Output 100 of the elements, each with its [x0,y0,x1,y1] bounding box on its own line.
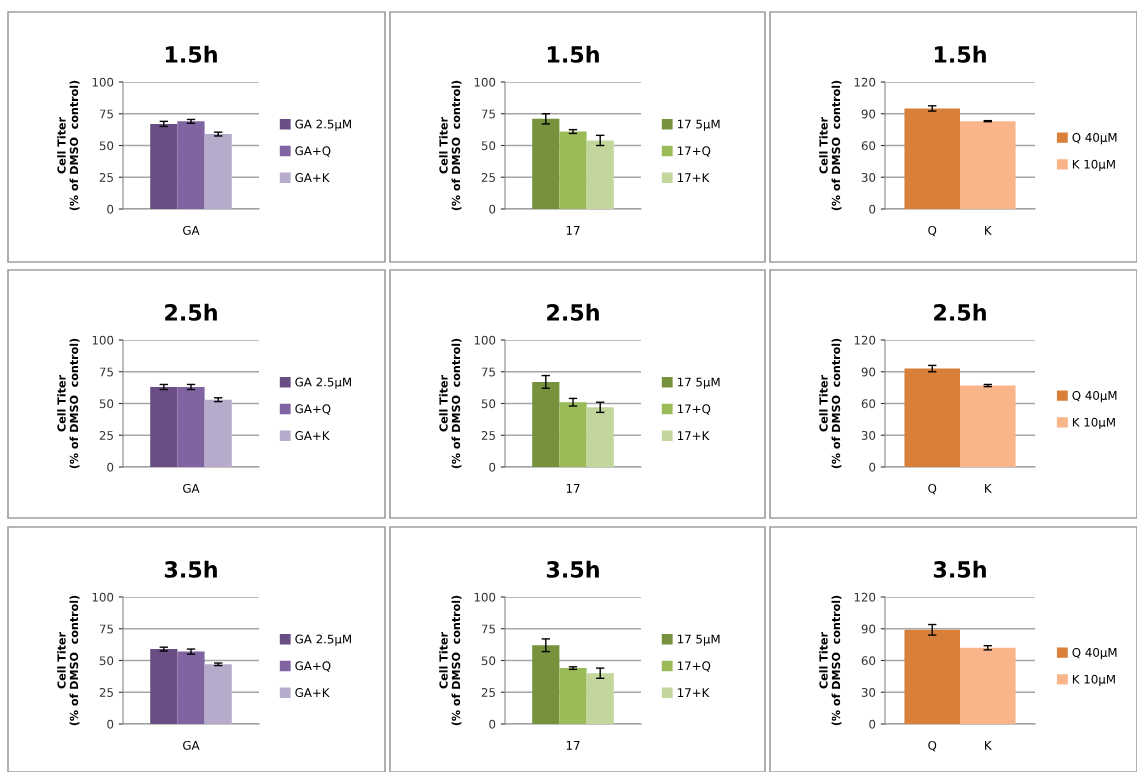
legend-label: K 10µM [1072,159,1115,171]
y-tick-label: 100 [474,592,496,602]
bar [150,649,178,724]
x-tick-label: Q [928,740,937,752]
legend-label: GA+Q [295,404,331,415]
legend-label: 17+Q [677,146,711,157]
y-tick-label: 120 [854,77,876,87]
x-tick-label: K [985,484,992,493]
chart-title: 2.5h [934,303,986,321]
y-tick-label: 0 [489,204,496,214]
bar [532,645,560,724]
y-axis-title: Cell Titer (% of DMSO control) [57,80,80,211]
legend-label: 17 5µM [677,634,720,646]
legend-label: GA+Q [295,146,331,157]
legend-label: 17+K [677,431,710,440]
y-tick-label: 30 [861,430,876,440]
x-tick-label: GA [183,740,200,750]
y-tick-label: 50 [481,656,496,666]
y-axis-title: Cell Titer (% of DMSO control) [819,80,842,211]
chart-title: 3.5h [933,560,986,578]
y-tick-label: 25 [99,687,113,697]
y-tick-label: 100 [474,335,496,345]
y-tick-label: 30 [861,172,876,182]
y-tick-label: 60 [861,399,876,409]
x-tick-label: Q [928,483,937,495]
y-tick-label: 75 [99,367,113,377]
y-tick-label: 100 [92,592,114,602]
y-tick-label: 100 [474,77,496,87]
y-tick-label: 0 [489,719,496,729]
x-tick-label: 17 [566,226,580,235]
legend-label: GA 2.5µM [295,377,351,389]
x-tick-label: 17 [566,484,580,493]
chart-title: 1.5h [934,45,986,63]
y-tick-label: 25 [99,430,113,440]
y-tick-label: 75 [99,624,113,634]
y-tick-label: 50 [99,399,114,409]
y-axis-title: Cell Titer (% of DMSO control) [439,338,462,469]
chart-title: 1.5h [547,45,599,63]
y-tick-label: 60 [861,141,876,151]
bar [532,118,560,209]
bar [586,407,614,467]
legend-label: K 10µM [1072,417,1115,429]
y-tick-label: 0 [107,204,114,214]
chart-title: 2.5h [547,303,599,321]
y-tick-label: 90 [861,624,876,634]
legend-label: 17+K [677,173,710,182]
legend-label: Q 40µM [1072,390,1117,403]
y-tick-label: 60 [861,656,876,666]
y-tick-label: 50 [481,141,496,151]
bar [532,381,560,467]
legend-label: GA 2.5µM [295,634,351,646]
y-tick-label: 100 [92,335,114,345]
bar [559,668,587,724]
y-tick-label: 120 [854,335,876,345]
y-tick-label: 0 [869,462,876,472]
y-tick-label: 0 [107,719,114,729]
bar [177,651,205,724]
legend-label: GA+Q [295,661,331,672]
legend-label: GA+K [295,688,330,698]
y-tick-label: 120 [854,592,876,602]
legend-label: 17+K [677,688,710,697]
y-tick-label: 75 [481,109,495,119]
bar [586,140,614,209]
chart-title: 1.5h [165,45,217,63]
legend-label: GA+K [295,431,330,441]
y-tick-label: 30 [861,687,876,697]
y-tick-label: 75 [481,624,495,634]
y-tick-label: 90 [861,109,876,119]
y-tick-label: 75 [481,367,495,377]
legend-label: 17 5µM [677,119,720,131]
legend-label: GA 2.5µM [295,119,351,131]
y-axis-title: Cell Titer (% of DMSO control) [439,595,462,726]
y-tick-label: 50 [481,399,496,409]
y-tick-label: 0 [869,719,876,729]
y-tick-label: 0 [107,462,114,472]
x-tick-label: K [985,741,992,750]
y-tick-label: 0 [869,204,876,214]
bar [559,131,587,209]
y-tick-label: 50 [99,656,114,666]
y-tick-label: 25 [481,430,495,440]
y-tick-label: 25 [481,687,495,697]
legend-label: Q 40µM [1072,647,1117,660]
x-tick-label: GA [183,483,200,493]
y-axis-title: Cell Titer (% of DMSO control) [439,80,462,211]
chart-title: 2.5h [165,303,217,321]
x-tick-label: Q [928,225,937,237]
legend-label: K 10µM [1072,674,1115,686]
x-tick-label: 17 [566,741,580,750]
y-tick-label: 100 [92,77,114,87]
y-axis-title: Cell Titer (% of DMSO control) [819,338,842,469]
x-tick-label: K [985,226,992,235]
chart-title: 3.5h [164,560,217,578]
y-tick-label: 0 [489,462,496,472]
legend-label: Q 40µM [1072,132,1117,145]
y-tick-label: 25 [481,172,495,182]
legend-label: 17+Q [677,404,711,415]
chart-title: 3.5h [546,560,599,578]
bar [586,673,614,724]
y-tick-label: 50 [99,141,114,151]
y-axis-title: Cell Titer (% of DMSO control) [819,595,842,726]
